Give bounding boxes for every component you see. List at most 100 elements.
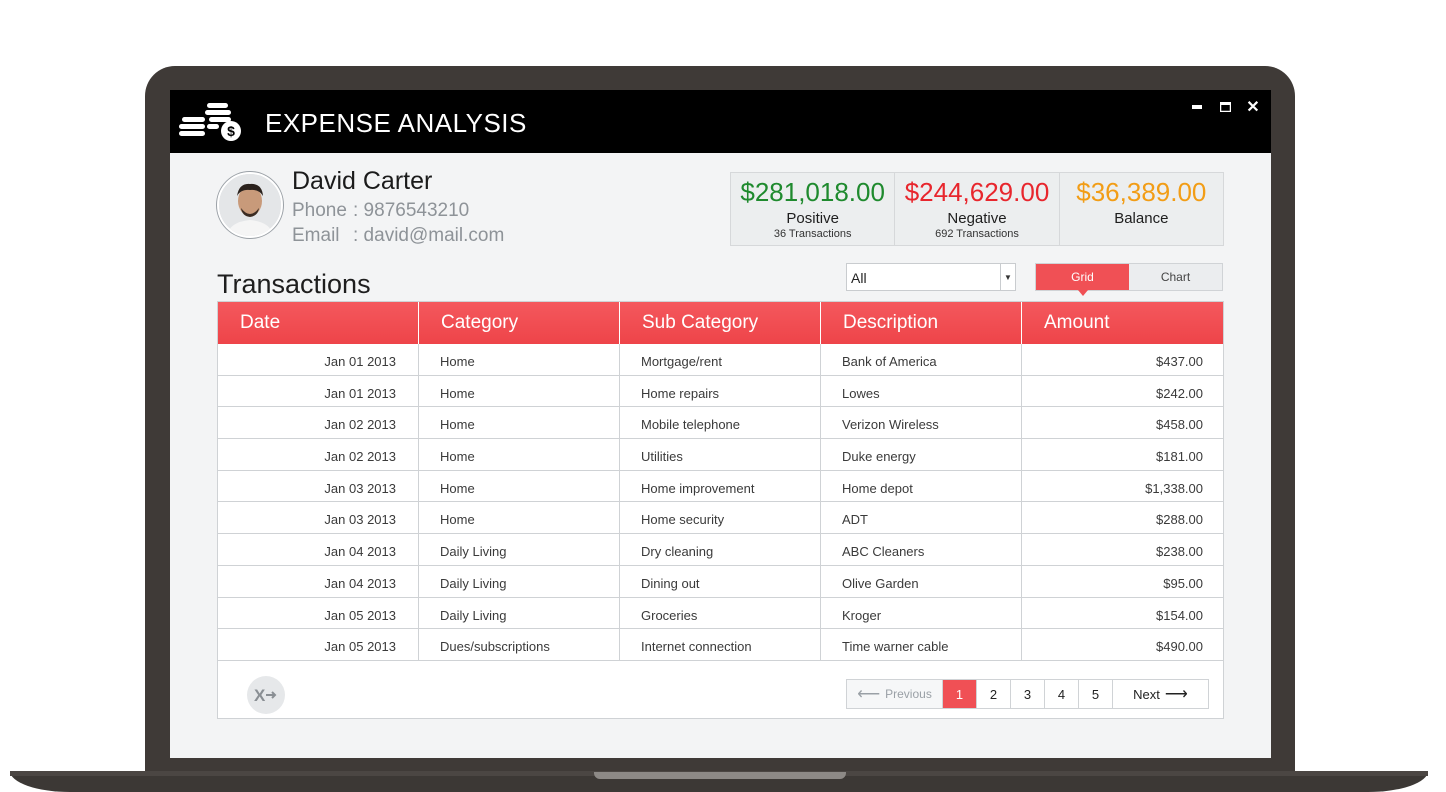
stat-negative: $244,629.00 Negative 692 Transactions	[895, 173, 1060, 245]
column-header-description[interactable]: Description	[821, 302, 1022, 344]
excel-export-icon: X	[254, 686, 277, 705]
cell-amount: $490.00	[1156, 639, 1203, 655]
chart-view-button[interactable]: Chart	[1129, 264, 1222, 290]
maximize-icon	[1219, 102, 1231, 112]
previous-page-button[interactable]: ⟵ Previous	[847, 680, 943, 708]
app-title: EXPENSE ANALYSIS	[265, 108, 527, 138]
cell-sub-category: Utilities	[620, 439, 821, 470]
cell-description: Kroger	[821, 597, 1022, 629]
page-3-button[interactable]: 3	[1011, 680, 1045, 708]
phone-label: Phone	[292, 200, 347, 221]
table-row[interactable]: Jan 02 2013 Home Mobile telephone Verizon W…	[218, 407, 1223, 440]
email-label: Email	[292, 225, 340, 246]
cell-amount: $95.00	[1163, 575, 1203, 591]
coins-logo-icon: $	[179, 103, 241, 141]
cell-description: Lowes	[821, 375, 1022, 407]
table-row[interactable]: Jan 01 2013 Home Home repairs Lowes $242.00	[218, 375, 1223, 408]
cell-sub-category: Home security	[620, 502, 821, 534]
cell-sub-category: Mortgage/rent	[620, 344, 821, 375]
laptop-notch	[594, 772, 846, 779]
table-row[interactable]: Jan 01 2013 Home Mortgage/rent Bank of Amer…	[218, 344, 1223, 376]
cell-description: Olive Garden	[821, 565, 1022, 597]
table-row[interactable]: Jan 03 2013 Home Home improvement Home depo…	[218, 470, 1223, 503]
close-icon: ✕	[1246, 99, 1260, 116]
phone-value: : 9876543210	[353, 200, 470, 221]
cell-description: ABC Cleaners	[821, 534, 1022, 565]
user-email-line: Email : david@mail.com	[292, 225, 504, 247]
cell-amount: $458.00	[1156, 417, 1203, 433]
summary-stats: $281,018.00 Positive 36 Transactions $24…	[730, 172, 1224, 246]
cell-date: Jan 04 2013	[218, 565, 419, 597]
svg-text:$: $	[227, 123, 235, 139]
table-row[interactable]: Jan 03 2013 Home Home security ADT $288.00	[218, 502, 1223, 535]
cell-category: Home	[419, 375, 620, 407]
grid-header: Date Category Sub Category Description Amoun…	[218, 302, 1223, 344]
cell-date: Jan 05 2013	[218, 629, 419, 660]
cell-amount: $1,338.00	[1145, 480, 1203, 496]
cell-description: Bank of America	[821, 344, 1022, 375]
page-5-button[interactable]: 5	[1079, 680, 1113, 708]
minimize-button[interactable]	[1188, 99, 1206, 115]
cell-sub-category: Groceries	[620, 597, 821, 629]
stat-positive: $281,018.00 Positive 36 Transactions	[731, 173, 896, 245]
cell-category: Home	[419, 502, 620, 534]
cell-date: Jan 03 2013	[218, 470, 419, 502]
stat-transaction-count: 692 Transactions	[935, 228, 1019, 240]
maximize-button[interactable]	[1216, 99, 1234, 115]
arrow-right-icon: ⟶	[1164, 686, 1188, 703]
avatar	[217, 172, 283, 238]
close-button[interactable]: ✕	[1244, 99, 1262, 116]
svg-text:X: X	[254, 686, 266, 705]
cell-category: Daily Living	[419, 565, 620, 597]
cell-date: Jan 02 2013	[218, 439, 419, 470]
cell-category: Daily Living	[419, 597, 620, 629]
cell-sub-category: Dry cleaning	[620, 534, 821, 565]
cell-category: Home	[419, 407, 620, 439]
category-filter-dropdown[interactable]: All ▼	[846, 263, 1016, 291]
cell-category: Dues/subscriptions	[419, 629, 620, 660]
column-header-sub-category[interactable]: Sub Category	[620, 302, 821, 344]
next-page-button[interactable]: Next ⟶	[1113, 680, 1208, 708]
stat-transaction-count: 36 Transactions	[773, 228, 852, 240]
view-toggle: Grid Chart	[1035, 263, 1223, 296]
cell-sub-category: Home improvement	[620, 470, 821, 502]
cell-category: Home	[419, 470, 620, 502]
table-row[interactable]: Jan 05 2013 Daily Living Groceries Kroger $1…	[218, 597, 1223, 630]
cell-date: Jan 04 2013	[218, 534, 419, 565]
cell-amount: $437.00	[1156, 354, 1203, 369]
table-row[interactable]: Jan 04 2013 Daily Living Dry cleaning ABC C…	[218, 534, 1223, 566]
stat-amount: $244,629.00	[904, 177, 1050, 207]
cell-category: Daily Living	[419, 534, 620, 565]
minimize-icon	[1192, 105, 1202, 109]
table-row[interactable]: Jan 02 2013 Home Utilities Duke energy $181.…	[218, 439, 1223, 471]
column-header-amount[interactable]: Amount	[1044, 312, 1110, 333]
cell-sub-category: Internet connection	[620, 629, 821, 660]
cell-date: Jan 05 2013	[218, 597, 419, 629]
table-row[interactable]: Jan 05 2013 Dues/subscriptions Internet co…	[218, 629, 1223, 661]
grid-view-button[interactable]: Grid	[1036, 264, 1129, 296]
dropdown-arrow-icon: ▼	[1000, 264, 1015, 290]
page-4-button[interactable]: 4	[1045, 680, 1079, 708]
grid-body: Jan 01 2013 Home Mortgage/rent Bank of Amer…	[218, 344, 1223, 661]
cell-category: Home	[419, 439, 620, 470]
arrow-left-icon: ⟵	[857, 686, 881, 703]
email-value: : david@mail.com	[353, 225, 505, 246]
user-phone-line: Phone : 9876543210	[292, 200, 469, 222]
laptop-base	[10, 771, 1428, 792]
cell-description: Time warner cable	[821, 629, 1022, 660]
cell-sub-category: Home repairs	[620, 375, 821, 407]
cell-description: Home depot	[821, 470, 1022, 502]
cell-description: ADT	[821, 502, 1022, 534]
column-header-category[interactable]: Category	[419, 302, 620, 344]
page-2-button[interactable]: 2	[977, 680, 1011, 708]
cell-sub-category: Dining out	[620, 565, 821, 597]
page-1-button[interactable]: 1	[943, 680, 977, 708]
column-header-date[interactable]: Date	[218, 302, 419, 344]
table-row[interactable]: Jan 04 2013 Daily Living Dining out Olive G…	[218, 565, 1223, 598]
pagination: ⟵ Previous 1 2 3 4 5 Next ⟶	[846, 679, 1209, 709]
export-excel-button[interactable]: X	[247, 676, 285, 714]
cell-category: Home	[419, 344, 620, 375]
stat-balance: $36,389.00 Balance	[1060, 173, 1223, 245]
cell-date: Jan 03 2013	[218, 502, 419, 534]
stat-label: Balance	[1114, 210, 1169, 227]
